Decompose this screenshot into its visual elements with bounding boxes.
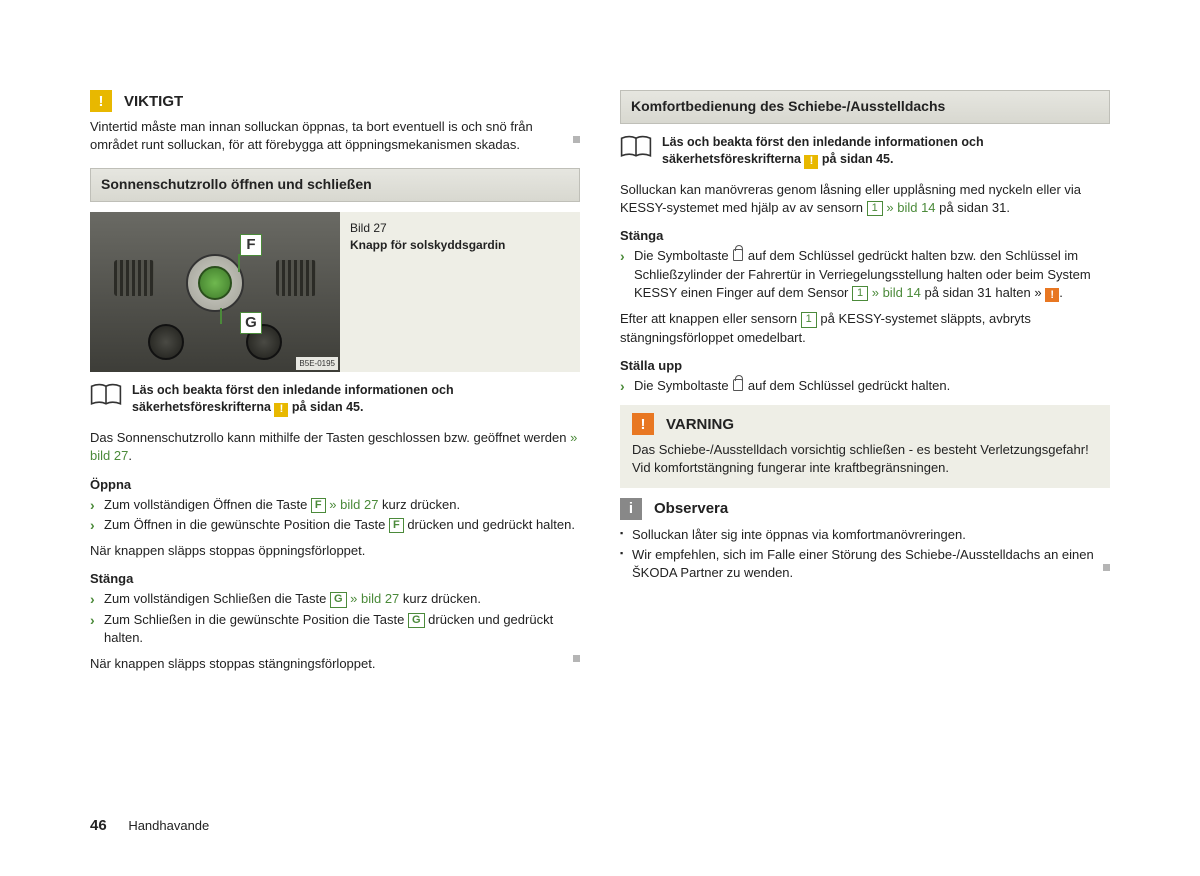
figure-27-caption: Bild 27 Knapp för solskyddsgardin — [340, 212, 515, 372]
sr1-link[interactable]: » bild 14 — [868, 285, 921, 300]
viktigt-header: ! VIKTIGT — [90, 90, 580, 112]
p2-a: Efter att knappen eller sensorn — [620, 311, 801, 326]
observera-header: i Observera — [620, 498, 1110, 520]
stangaL1-link[interactable]: » bild 27 — [347, 591, 400, 606]
key-g-1: G — [330, 592, 347, 607]
figure-27: F G B5E-0195 Bild 27 Knapp för solskydds… — [90, 212, 580, 372]
intro-para: Das Sonnenschutzrollo kann mithilfe der … — [90, 429, 580, 465]
stanga-note-left: När knappen släpps stoppas stängningsför… — [90, 655, 580, 673]
book-icon — [90, 382, 122, 408]
oppna2-b: drücken und gedrückt halten. — [404, 517, 575, 532]
viktigt-body: Vintertid måste man innan solluckan öppn… — [90, 118, 580, 154]
oppna-note: När knappen släpps stoppas öppningsförlo… — [90, 542, 580, 560]
sensor-num-1: 1 — [867, 201, 883, 216]
key-f-2: F — [389, 518, 404, 533]
dial-center — [198, 266, 232, 300]
stangaL2-a: Zum Schließen in die gewünschte Position… — [104, 612, 408, 627]
viktigt-title: VIKTIGT — [124, 91, 183, 112]
warning-block: ! VARNING Das Schiebe-/Ausstelldach vors… — [620, 405, 1110, 487]
oppna-head: Öppna — [90, 476, 580, 494]
page-number: 46 — [90, 817, 107, 834]
oppna-item-1: Zum vollständigen Öffnen die Taste F » b… — [90, 496, 580, 514]
intro-a: Das Sonnenschutzrollo kann mithilfe der … — [90, 430, 570, 445]
vent-left — [114, 260, 154, 296]
komfort-p2: Efter att knappen eller sensorn 1 på KES… — [620, 310, 1110, 346]
oppna1-b: kurz drücken. — [378, 497, 460, 512]
oppna2-a: Zum Öffnen in die gewünschte Position di… — [104, 517, 389, 532]
warning-header: ! VARNING — [632, 413, 1098, 435]
booknote-left-b: på sidan 45. — [288, 400, 363, 414]
p1-b: på sidan 31. — [936, 200, 1010, 215]
intro-c: . — [128, 448, 132, 463]
stanga-head-left: Stänga — [90, 570, 580, 588]
observera-b2: Wir empfehlen, sich im Falle einer Störu… — [620, 546, 1110, 582]
stalla-list: Die Symboltaste auf dem Schlüssel gedrüc… — [620, 377, 1110, 395]
booknote-right-text: Läs och beakta först den inledande infor… — [662, 134, 1110, 169]
observera-b1: Solluckan låter sig inte öppnas via komf… — [620, 526, 1110, 544]
st1-b: auf dem Schlüssel gedrückt halten. — [744, 378, 950, 393]
important-icon: ! — [90, 90, 112, 112]
warning-inline-icon: ! — [1045, 288, 1059, 302]
stanga-item-1: Zum vollständigen Schließen die Taste G … — [90, 590, 580, 608]
key-f-1: F — [311, 498, 326, 513]
booknote-left-text: Läs och beakta först den inledande infor… — [132, 382, 580, 417]
section-sonnenschutz-title: Sonnenschutzrollo öffnen und schließen — [90, 168, 580, 202]
stalla-item-1: Die Symboltaste auf dem Schlüssel gedrüc… — [620, 377, 1110, 395]
important-inline-icon: ! — [274, 403, 288, 417]
label-f-line — [238, 254, 240, 272]
important-inline-icon: ! — [804, 155, 818, 169]
stanga-item-2: Zum Schließen in die gewünschte Position… — [90, 611, 580, 647]
oppna-list: Zum vollständigen Öffnen die Taste F » b… — [90, 496, 580, 534]
lock-icon — [733, 249, 743, 261]
warning-title: VARNING — [666, 414, 734, 435]
sensor-num-3: 1 — [801, 312, 817, 327]
stangaL1-a: Zum vollständigen Schließen die Taste — [104, 591, 330, 606]
st1-a: Die Symboltaste — [634, 378, 732, 393]
key-g-2: G — [408, 613, 425, 628]
lock-icon — [733, 379, 743, 391]
footer-section: Handhavande — [128, 818, 209, 833]
figure-title: Knapp för solskyddsgardin — [350, 237, 505, 254]
warning-icon: ! — [632, 413, 654, 435]
figure-num: Bild 27 — [350, 221, 387, 235]
stalla-head: Ställa upp — [620, 357, 1110, 375]
observera-list: Solluckan låter sig inte öppnas via komf… — [620, 526, 1110, 583]
sr1-c: på sidan 31 halten » — [921, 285, 1045, 300]
oppna1-a: Zum vollständigen Öffnen die Taste — [104, 497, 311, 512]
book-icon — [620, 134, 652, 160]
stangaL1-b: kurz drücken. — [399, 591, 481, 606]
label-f: F — [240, 234, 262, 256]
sr1-a: Die Symboltaste — [634, 248, 732, 263]
page-footer: 46 Handhavande — [90, 815, 209, 836]
booknote-left: Läs och beakta först den inledande infor… — [90, 382, 580, 417]
sunroof-graphic: F G B5E-0195 — [90, 212, 340, 372]
info-icon: i — [620, 498, 642, 520]
komfort-p1: Solluckan kan manövreras genom låsning e… — [620, 181, 1110, 217]
stanga-right-item-1: Die Symboltaste auf dem Schlüssel gedrüc… — [620, 247, 1110, 302]
oppna1-link[interactable]: » bild 27 — [326, 497, 379, 512]
section-komfort-title: Komfortbedienung des Schiebe-/Ausstellda… — [620, 90, 1110, 124]
oppna-item-2: Zum Öffnen in die gewünschte Position di… — [90, 516, 580, 534]
stanga-list-right: Die Symboltaste auf dem Schlüssel gedrüc… — [620, 247, 1110, 302]
label-g: G — [240, 312, 262, 334]
left-column: ! VIKTIGT Vintertid måste man innan soll… — [90, 90, 580, 683]
p1-a: Solluckan kan manövreras genom låsning e… — [620, 182, 1081, 215]
right-column: Komfortbedienung des Schiebe-/Ausstellda… — [620, 90, 1110, 683]
figure-27-image: F G B5E-0195 — [90, 212, 340, 372]
stanga-list-left: Zum vollständigen Schließen die Taste G … — [90, 590, 580, 647]
warning-body: Das Schiebe-/Ausstelldach vorsichtig sch… — [632, 441, 1098, 477]
label-g-line — [220, 308, 222, 324]
sensor-num-2: 1 — [852, 286, 868, 301]
vent-right — [276, 260, 316, 296]
p1-link[interactable]: » bild 14 — [883, 200, 936, 215]
stanga-head-right: Stänga — [620, 227, 1110, 245]
page-columns: ! VIKTIGT Vintertid måste man innan soll… — [90, 90, 1110, 683]
booknote-right: Läs och beakta först den inledande infor… — [620, 134, 1110, 169]
figure-code: B5E-0195 — [296, 357, 338, 370]
observera-title: Observera — [654, 498, 728, 519]
booknote-right-b: på sidan 45. — [818, 152, 893, 166]
round-button-left — [148, 324, 184, 360]
